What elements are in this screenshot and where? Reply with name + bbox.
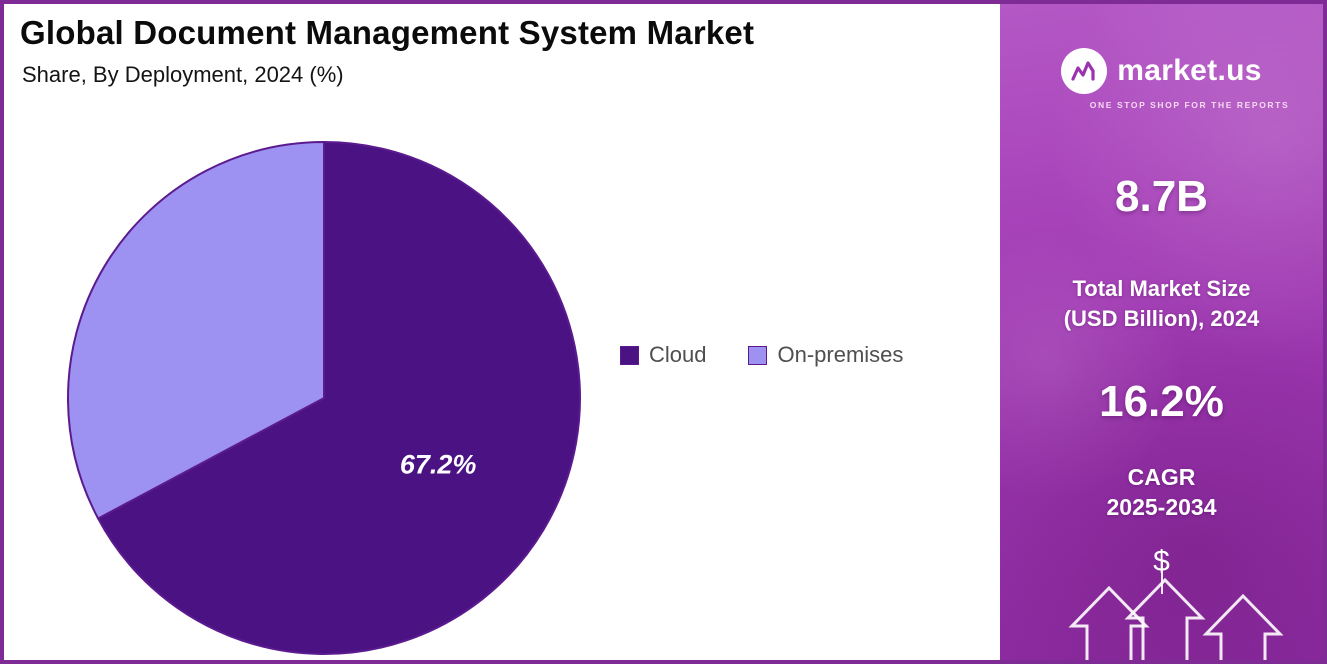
growth-arrows-graphic (1067, 560, 1284, 660)
legend-swatch-on-premises (748, 345, 768, 365)
brand-sidebar: market.us ONE STOP SHOP FOR THE REPORTS … (993, 4, 1323, 660)
cagr-value: 16.2% (1099, 377, 1224, 427)
page-subtitle: Share, By Deployment, 2024 (%) (22, 62, 344, 87)
pie-chart: 67.2% (62, 136, 586, 660)
legend-label-cloud: Cloud (649, 342, 707, 367)
brand-logo-text: market.us (1117, 54, 1262, 87)
market-size-label: Total Market Size (USD Billion), 2024 (1063, 276, 1260, 331)
pie-slice-cloud (96, 140, 581, 655)
legend-label-on-premises: On-premises (777, 342, 904, 367)
pie-slice-on-premises (67, 140, 325, 520)
page-title: Global Document Management System Market (20, 14, 755, 51)
brand-logo: market.us (1061, 48, 1261, 94)
legend-item-on-premises: On-premises (748, 342, 903, 368)
chart-area: Global Document Management System Market… (4, 4, 993, 660)
legend-item-cloud: Cloud (620, 342, 706, 368)
marketus-logo-icon (1061, 48, 1108, 94)
pie-data-label: 67.2% (400, 450, 477, 480)
cagr-label: CAGR 2025-2034 (1106, 464, 1217, 521)
market-size-value: 8.7B (1115, 172, 1208, 221)
brand-tagline: ONE STOP SHOP FOR THE REPORTS (1089, 100, 1290, 110)
chart-legend: Cloud On-premises (620, 342, 903, 368)
legend-swatch-cloud (620, 345, 639, 365)
pie-chart-svg: 67.2% (67, 140, 581, 655)
